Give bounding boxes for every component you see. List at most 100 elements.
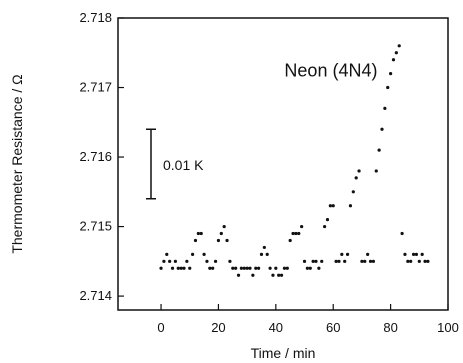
data-point	[383, 106, 387, 110]
data-point	[417, 259, 421, 263]
data-point	[170, 266, 175, 270]
data-point	[406, 259, 410, 263]
data-point	[308, 266, 312, 270]
annotations: Neon (4N4) 0.01 K	[146, 60, 377, 200]
data-point	[211, 266, 215, 270]
data-point	[231, 266, 235, 270]
data-point	[199, 231, 203, 236]
data-point	[314, 259, 318, 263]
data-point	[302, 259, 307, 263]
data-point	[274, 266, 278, 270]
data-point	[222, 224, 226, 229]
data-point	[159, 266, 163, 270]
data-point	[262, 245, 266, 250]
data-point	[236, 273, 241, 277]
data-point	[354, 176, 358, 180]
data-point	[165, 252, 169, 256]
y-tick-label: 2.718	[79, 10, 112, 25]
x-axis-label: Time / min	[251, 345, 316, 361]
data-point	[400, 231, 404, 236]
data-point	[391, 58, 396, 62]
data-point	[300, 224, 304, 229]
sample-label: Neon (4N4)	[284, 60, 377, 80]
y-tick-label: 2.716	[79, 149, 112, 164]
data-point	[202, 252, 206, 256]
data-point	[277, 273, 281, 277]
data-point	[288, 238, 292, 243]
data-point	[380, 127, 384, 131]
x-tick-label: 80	[383, 320, 397, 335]
data-point	[225, 238, 229, 243]
data-point	[311, 259, 315, 263]
data-point	[213, 259, 218, 263]
data-point	[345, 252, 350, 256]
data-point	[371, 259, 375, 263]
data-point	[294, 231, 298, 236]
data-point	[216, 238, 221, 243]
data-point	[328, 204, 332, 208]
data-point	[179, 266, 183, 270]
data-point	[397, 44, 401, 48]
y-tick-label: 2.715	[79, 219, 112, 234]
data-point	[205, 259, 209, 263]
data-point	[403, 252, 407, 256]
data-point	[176, 266, 180, 270]
data-point	[168, 259, 172, 263]
data-point	[297, 231, 301, 236]
data-point	[337, 259, 341, 263]
data-point	[426, 259, 430, 263]
data-point	[251, 273, 255, 277]
data-point	[305, 266, 309, 270]
data-point	[340, 252, 344, 256]
data-point	[279, 273, 284, 277]
plot-frame	[117, 17, 449, 311]
y-tick-label: 2.717	[79, 80, 112, 95]
data-point	[234, 266, 238, 270]
data-point	[271, 273, 275, 277]
data-point	[208, 266, 212, 270]
data-point	[254, 266, 258, 270]
data-point	[188, 266, 192, 270]
data-point	[265, 252, 269, 256]
data-point	[317, 266, 321, 270]
data-point	[162, 259, 166, 263]
x-tick-label: 100	[437, 320, 459, 335]
data-point	[248, 266, 252, 270]
plot-border	[117, 17, 449, 311]
axis-labels: Time / min Thermometer Resistance / Ω	[9, 74, 315, 361]
x-tick-label: 40	[269, 320, 283, 335]
data-point	[193, 238, 198, 243]
data-point	[242, 266, 246, 270]
data-point	[259, 252, 264, 256]
data-point	[420, 252, 424, 256]
data-point	[196, 231, 200, 236]
data-point	[320, 259, 324, 263]
data-point	[219, 231, 223, 236]
data-point	[389, 72, 393, 76]
data-point	[423, 259, 427, 263]
y-axis-label: Thermometer Resistance / Ω	[9, 74, 25, 253]
data-point	[409, 259, 413, 263]
data-point	[348, 204, 353, 208]
data-point	[325, 218, 330, 222]
data-point	[377, 148, 381, 152]
x-tick-label: 60	[326, 320, 340, 335]
data-points	[159, 44, 430, 277]
y-tick-label: 2.714	[79, 288, 112, 303]
data-point	[334, 259, 338, 263]
data-point	[191, 252, 195, 256]
scale-bar-label: 0.01 K	[163, 157, 204, 173]
data-point	[414, 252, 419, 256]
data-point	[282, 266, 287, 270]
data-point	[323, 224, 327, 229]
data-point	[368, 259, 373, 263]
data-point	[331, 204, 335, 208]
data-point	[173, 259, 177, 263]
data-point	[366, 252, 370, 256]
data-point	[360, 259, 364, 263]
data-point	[285, 266, 289, 270]
data-point	[363, 259, 367, 263]
data-point	[386, 85, 390, 90]
x-tick-label: 0	[157, 320, 164, 335]
